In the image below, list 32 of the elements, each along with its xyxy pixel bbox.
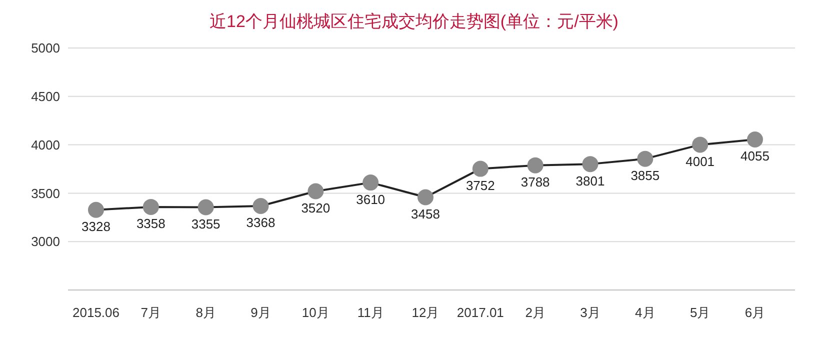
data-label: 4001 — [686, 154, 715, 169]
y-tick-label: 4000 — [31, 137, 60, 152]
y-tick-label: 4500 — [31, 89, 60, 104]
data-label: 3520 — [301, 200, 330, 216]
data-label: 3855 — [630, 168, 660, 184]
x-tick-label: 6月 — [744, 305, 766, 320]
x-tick-label: 2017.01 — [456, 305, 504, 320]
x-tick-label: 12月 — [412, 305, 440, 320]
data-label: 4055 — [740, 148, 770, 164]
y-tick-label: 5000 — [31, 40, 60, 56]
data-label: 3752 — [466, 178, 495, 194]
data-label: 3610 — [356, 192, 386, 207]
y-tick-label: 3000 — [31, 234, 60, 250]
x-tick-label: 3月 — [580, 305, 600, 320]
x-tick-label: 11月 — [357, 305, 384, 320]
data-label: 3355 — [191, 216, 220, 232]
x-tick-label: 2015.06 — [72, 305, 120, 320]
data-label: 3458 — [411, 206, 440, 222]
y-tick-label: 3500 — [31, 186, 60, 201]
data-label: 3788 — [520, 174, 550, 190]
data-label: 3368 — [246, 215, 276, 230]
x-tick-label: 7月 — [140, 305, 162, 320]
x-tick-label: 2月 — [525, 305, 546, 320]
data-label: 3358 — [136, 216, 166, 232]
chart-title: 近12个月仙桃城区住宅成交均价走势图(单位：元/平米) — [208, 11, 620, 33]
x-tick-label: 4月 — [635, 305, 656, 320]
x-tick-label: 9月 — [250, 305, 271, 320]
data-label: 3801 — [576, 173, 605, 188]
x-tick-label: 8月 — [196, 305, 216, 320]
x-tick-label: 10月 — [302, 305, 330, 320]
x-tick-label: 5月 — [690, 305, 710, 320]
data-label: 3328 — [82, 219, 110, 234]
